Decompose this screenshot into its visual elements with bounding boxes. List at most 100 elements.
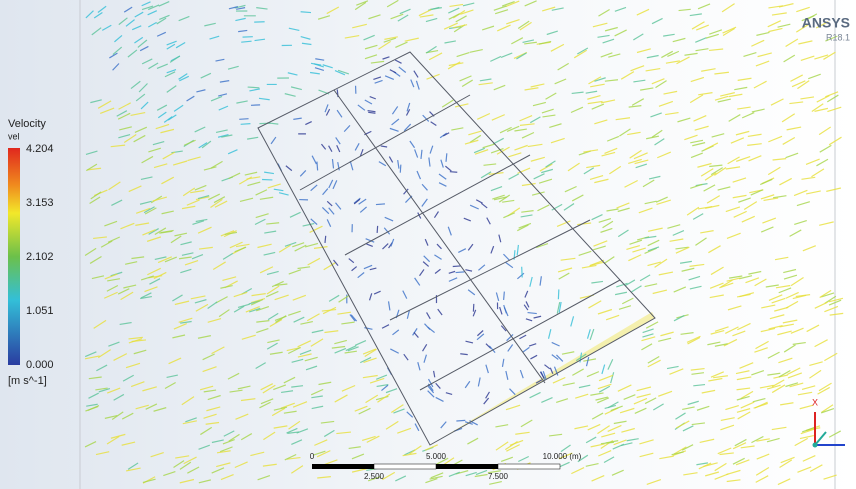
velocity-vector xyxy=(654,138,665,146)
velocity-vector xyxy=(422,261,430,267)
velocity-vector xyxy=(675,420,690,429)
velocity-vector xyxy=(245,305,260,313)
velocity-vector xyxy=(785,300,799,309)
velocity-vector xyxy=(647,239,660,247)
velocity-vector xyxy=(698,92,713,96)
velocity-vector xyxy=(249,88,260,92)
velocity-vector xyxy=(460,9,474,15)
velocity-vector xyxy=(368,111,376,114)
velocity-vector xyxy=(93,236,107,240)
velocity-vector xyxy=(141,5,154,11)
brand-name: ANSYS xyxy=(802,15,850,31)
velocity-vector xyxy=(743,51,757,57)
velocity-vector xyxy=(90,99,102,104)
velocity-vector xyxy=(529,391,541,399)
velocity-vector xyxy=(309,225,323,233)
velocity-vector xyxy=(629,149,642,159)
velocity-vector xyxy=(615,117,631,121)
velocity-vector xyxy=(751,39,765,47)
velocity-vector xyxy=(714,473,729,480)
velocity-vector xyxy=(700,230,714,234)
velocity-vector xyxy=(240,123,251,125)
velocity-vector xyxy=(374,79,383,84)
velocity-vector xyxy=(412,328,418,336)
velocity-vector xyxy=(300,35,311,40)
velocity-vector xyxy=(419,269,425,277)
velocity-vector xyxy=(736,387,751,391)
velocity-vector xyxy=(737,322,751,331)
velocity-vector xyxy=(586,164,601,169)
velocity-vector xyxy=(814,107,829,112)
velocity-vector xyxy=(658,100,674,107)
velocity-vector xyxy=(710,329,725,335)
velocity-vector xyxy=(570,316,575,327)
velocity-vector xyxy=(364,327,373,330)
velocity-vector xyxy=(178,256,192,260)
velocity-vector xyxy=(819,144,832,153)
velocity-vector xyxy=(293,316,305,323)
velocity-vector xyxy=(85,10,94,19)
velocity-vector xyxy=(492,194,505,200)
velocity-vector xyxy=(708,245,721,254)
velocity-vector xyxy=(304,242,319,248)
velocity-vector xyxy=(772,158,787,161)
velocity-vector xyxy=(829,312,844,316)
velocity-vector xyxy=(634,407,647,414)
velocity-vector xyxy=(436,243,442,250)
velocity-vector xyxy=(585,356,590,367)
velocity-vector xyxy=(517,224,529,232)
velocity-vector xyxy=(783,344,796,353)
velocity-vector xyxy=(635,163,648,169)
velocity-vector xyxy=(706,195,721,204)
velocity-vector xyxy=(255,189,268,196)
velocity-vector xyxy=(266,222,280,225)
velocity-vector xyxy=(600,99,616,104)
velocity-vector xyxy=(422,344,428,352)
velocity-vector xyxy=(449,3,464,8)
velocity-vector xyxy=(560,257,576,261)
velocity-vector xyxy=(640,87,654,91)
velocity-vector xyxy=(467,437,479,445)
velocity-vector xyxy=(700,168,714,177)
velocity-vector xyxy=(186,95,195,102)
velocity-vector xyxy=(794,437,809,447)
velocity-vector xyxy=(455,271,465,274)
velocity-vector xyxy=(490,148,504,154)
velocity-vector xyxy=(614,6,627,12)
velocity-vector xyxy=(597,34,610,38)
velocity-vector xyxy=(503,212,516,219)
velocity-vector xyxy=(646,135,660,140)
velocity-vector xyxy=(117,112,131,120)
velocity-vector xyxy=(351,266,358,272)
velocity-vector xyxy=(210,160,223,169)
velocity-vector xyxy=(257,243,272,249)
velocity-vector xyxy=(364,99,373,105)
velocity-vector xyxy=(392,329,400,336)
velocity-vector xyxy=(197,194,210,200)
velocity-vector xyxy=(152,196,168,202)
velocity-vector xyxy=(417,362,421,371)
velocity-vector xyxy=(801,385,816,391)
velocity-vector xyxy=(385,388,398,394)
velocity-vector xyxy=(180,268,192,274)
velocity-vector xyxy=(818,382,832,392)
velocity-vector xyxy=(516,244,520,256)
velocity-vector xyxy=(410,79,415,88)
velocity-vector xyxy=(598,374,614,382)
velocity-vector xyxy=(778,370,791,378)
velocity-vector xyxy=(160,128,175,134)
velocity-vector xyxy=(474,473,488,478)
velocity-vector xyxy=(432,370,436,378)
velocity-vector xyxy=(828,430,842,438)
velocity-vector xyxy=(181,396,195,406)
velocity-vector xyxy=(146,236,162,242)
velocity-vector xyxy=(825,35,838,42)
velocity-vector xyxy=(157,111,167,119)
velocity-vector xyxy=(506,444,520,452)
velocity-vector xyxy=(762,217,777,224)
velocity-vector xyxy=(85,405,99,412)
velocity-vector xyxy=(814,339,828,348)
velocity-vector xyxy=(86,403,98,407)
velocity-vector xyxy=(765,284,779,288)
velocity-vector xyxy=(797,466,812,473)
